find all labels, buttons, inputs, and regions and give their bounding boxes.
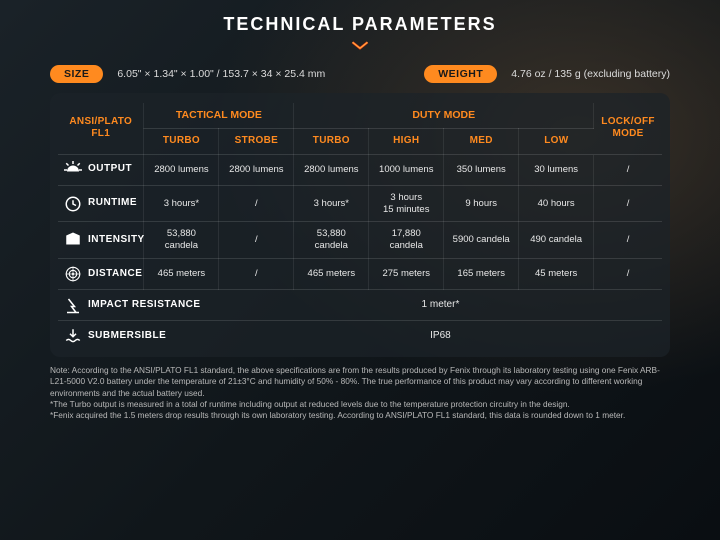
chevron-down-icon	[351, 39, 369, 57]
page-title: TECHNICAL PARAMETERS	[223, 14, 496, 35]
runtime-duty-turbo: 3 hours*	[294, 185, 369, 222]
spec-panel: ANSI/PLATO FL1 TACTICAL MODE DUTY MODE L…	[50, 93, 670, 357]
distance-icon	[64, 265, 82, 283]
output-tac-turbo: 2800 lumens	[144, 154, 219, 185]
submersible-icon	[64, 327, 82, 345]
header-lock: LOCK/OFF MODE	[594, 103, 662, 154]
row-impact: IMPACT RESISTANCE 1 meter*	[58, 290, 662, 321]
distance-duty-high: 275 meters	[369, 259, 444, 290]
spec-table: ANSI/PLATO FL1 TACTICAL MODE DUTY MODE L…	[58, 103, 662, 351]
intensity-tac-turbo: 53,880 candela	[144, 222, 219, 259]
intensity-duty-high: 17,880 candela	[369, 222, 444, 259]
size-value: 6.05" × 1.34" × 1.00" / 153.7 × 34 × 25.…	[117, 68, 325, 80]
size-pill: SIZE	[50, 65, 103, 83]
distance-duty-low: 45 meters	[519, 259, 594, 290]
runtime-lock: /	[594, 185, 662, 222]
output-tac-strobe: 2800 lumens	[219, 154, 294, 185]
impact-value: 1 meter*	[219, 290, 662, 321]
distance-tac-strobe: /	[219, 259, 294, 290]
output-duty-high: 1000 lumens	[369, 154, 444, 185]
intensity-icon	[64, 231, 82, 249]
intensity-duty-med: 5900 candela	[444, 222, 519, 259]
distance-lock: /	[594, 259, 662, 290]
header-ansi: ANSI/PLATO FL1	[58, 103, 144, 154]
distance-tac-turbo: 465 meters	[144, 259, 219, 290]
col-duty-turbo: TURBO	[294, 129, 369, 155]
intensity-tac-strobe: /	[219, 222, 294, 259]
intensity-duty-low: 490 candela	[519, 222, 594, 259]
footnote: Note: According to the ANSI/PLATO FL1 st…	[50, 365, 670, 421]
row-distance: DISTANCE 465 meters / 465 meters 275 met…	[58, 259, 662, 290]
row-runtime: RUNTIME 3 hours* / 3 hours* 3 hours 15 m…	[58, 185, 662, 222]
output-icon	[64, 161, 82, 179]
col-duty-high: HIGH	[369, 129, 444, 155]
header-duty: DUTY MODE	[294, 103, 594, 129]
col-duty-low: LOW	[519, 129, 594, 155]
submersible-value: IP68	[219, 321, 662, 352]
distance-duty-med: 165 meters	[444, 259, 519, 290]
runtime-duty-high: 3 hours 15 minutes	[369, 185, 444, 222]
intensity-duty-turbo: 53,880 candela	[294, 222, 369, 259]
output-duty-turbo: 2800 lumens	[294, 154, 369, 185]
output-duty-low: 30 lumens	[519, 154, 594, 185]
row-output: OUTPUT 2800 lumens 2800 lumens 2800 lume…	[58, 154, 662, 185]
runtime-icon	[64, 195, 82, 213]
distance-duty-turbo: 465 meters	[294, 259, 369, 290]
intensity-lock: /	[594, 222, 662, 259]
col-duty-med: MED	[444, 129, 519, 155]
size-weight-row: SIZE 6.05" × 1.34" × 1.00" / 153.7 × 34 …	[50, 65, 670, 83]
row-submersible: SUBMERSIBLE IP68	[58, 321, 662, 352]
col-tac-strobe: STROBE	[219, 129, 294, 155]
runtime-duty-med: 9 hours	[444, 185, 519, 222]
runtime-tac-strobe: /	[219, 185, 294, 222]
col-tac-turbo: TURBO	[144, 129, 219, 155]
output-lock: /	[594, 154, 662, 185]
header-tactical: TACTICAL MODE	[144, 103, 294, 129]
output-duty-med: 350 lumens	[444, 154, 519, 185]
weight-pill: WEIGHT	[424, 65, 497, 83]
impact-icon	[64, 296, 82, 314]
runtime-tac-turbo: 3 hours*	[144, 185, 219, 222]
runtime-duty-low: 40 hours	[519, 185, 594, 222]
weight-value: 4.76 oz / 135 g (excluding battery)	[511, 68, 670, 80]
row-intensity: INTENSITY 53,880 candela / 53,880 candel…	[58, 222, 662, 259]
